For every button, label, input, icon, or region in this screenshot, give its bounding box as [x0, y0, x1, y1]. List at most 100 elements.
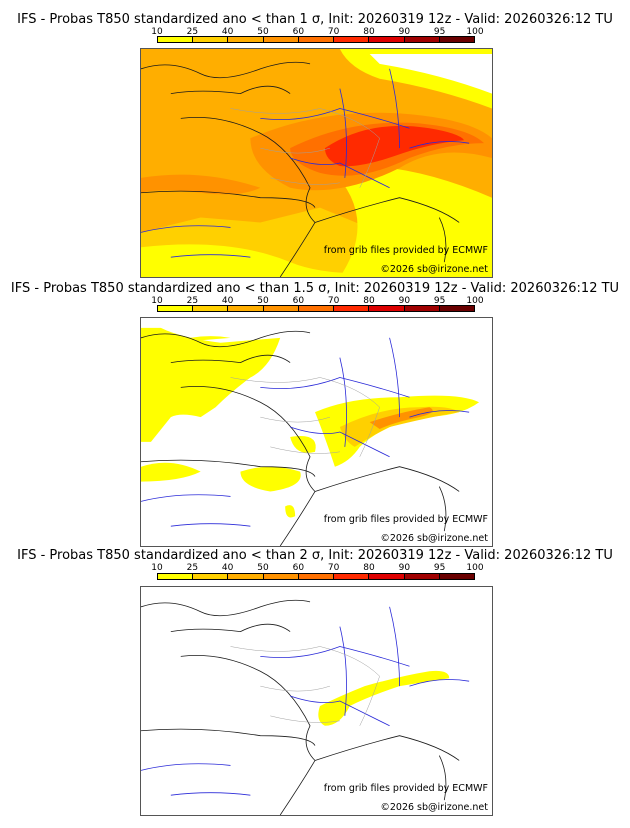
colorbar-tick-label: 25 [186, 563, 199, 573]
colorbar-segment [369, 574, 405, 579]
colorbar-segment [369, 37, 405, 42]
colorbar-segment [228, 306, 264, 311]
colorbar-tick-label: 80 [363, 563, 375, 573]
colorbar-segment [298, 37, 335, 42]
map-canvas [141, 318, 492, 546]
colorbar-segment [334, 306, 370, 311]
probability-map: from grib files provided by ECMWF ©2026 … [140, 586, 493, 816]
colorbar-tick-label: 80 [363, 296, 375, 306]
colorbar-segment [334, 574, 370, 579]
colorbar-tick-label: 60 [292, 563, 305, 573]
prob-fill-70 [324, 125, 465, 167]
prob-fill-10 [240, 466, 301, 492]
credit-source: from grib files provided by ECMWF [323, 783, 488, 794]
colorbar-segment [263, 37, 299, 42]
colorbar-tick-label: 50 [257, 563, 269, 573]
colorbar-tick-label: 70 [327, 27, 340, 37]
colorbar-segment [193, 306, 229, 311]
colorbar-tick-label: 100 [466, 563, 484, 573]
colorbar-tick-label: 80 [363, 27, 375, 37]
colorbar-tick-label: 25 [186, 27, 199, 37]
colorbar [157, 305, 475, 312]
coastlines [141, 330, 460, 546]
colorbar-segment [228, 574, 264, 579]
admin-borders [230, 646, 380, 726]
colorbar-tick-label: 10 [151, 296, 163, 306]
colorbar-tick-label: 50 [257, 27, 269, 37]
colorbar-segment [404, 37, 440, 42]
colorbar-tick-label: 40 [221, 27, 234, 37]
rivers [141, 68, 470, 258]
credit-copyright: ©2026 sb@irizone.net [380, 533, 488, 544]
colorbar-tick-label: 95 [433, 563, 446, 573]
admin-borders [230, 377, 380, 457]
colorbar-segment [158, 574, 194, 579]
colorbar-segment [334, 37, 370, 42]
colorbar-segment [158, 37, 194, 42]
map-canvas [141, 49, 492, 277]
prob-fill-10 [318, 670, 450, 726]
colorbar-tick-label: 70 [327, 563, 340, 573]
colorbar-tick-label: 100 [466, 296, 484, 306]
colorbar-segment [439, 37, 474, 42]
colorbar-segment [193, 574, 229, 579]
colorbar-segment [439, 306, 474, 311]
forecast-panel-1sigma: IFS - Probas T850 standardized ano < tha… [0, 0, 630, 280]
forecast-panel-2sigma: IFS - Probas T850 standardized ano < tha… [0, 548, 630, 818]
colorbar-tick-label: 40 [221, 296, 234, 306]
colorbar-segment [193, 37, 229, 42]
prob-fill-10 [141, 327, 281, 442]
prob-fill-10 [141, 462, 201, 482]
colorbar-segment [369, 306, 405, 311]
colorbar-segment [404, 574, 440, 579]
panel-title: IFS - Probas T850 standardized ano < tha… [17, 548, 613, 563]
credit-copyright: ©2026 sb@irizone.net [380, 264, 488, 275]
colorbar-segment [263, 306, 299, 311]
colorbar-segment [228, 37, 264, 42]
credit-source: from grib files provided by ECMWF [323, 245, 488, 256]
colorbar-tick-label: 90 [398, 563, 411, 573]
rivers [141, 606, 470, 796]
colorbar-tick-label: 25 [186, 296, 199, 306]
colorbar-tick-label: 90 [398, 27, 411, 37]
colorbar-tick-label: 70 [327, 296, 340, 306]
colorbar-tick-label: 90 [398, 296, 411, 306]
prob-fill-none [369, 53, 492, 94]
colorbar-tick-label: 100 [466, 27, 484, 37]
colorbar-tick-label: 60 [292, 296, 305, 306]
probability-map: from grib files provided by ECMWF ©2026 … [140, 317, 493, 547]
prob-fill-50 [369, 407, 433, 430]
colorbar-segment [404, 306, 440, 311]
colorbar-segment [298, 574, 335, 579]
colorbar-tick-label: 10 [151, 563, 163, 573]
colorbar-tick-label: 95 [433, 27, 446, 37]
colorbar-ticks: 10 25 40 50 60 70 80 90 95 100 [151, 27, 483, 37]
coastlines [141, 599, 460, 815]
colorbar [157, 36, 475, 43]
map-canvas [141, 587, 492, 815]
colorbar [157, 573, 475, 580]
colorbar-segment [263, 574, 299, 579]
colorbar-tick-label: 50 [257, 296, 269, 306]
colorbar-ticks: 10 25 40 50 60 70 80 90 95 100 [151, 563, 483, 573]
probability-map: from grib files provided by ECMWF ©2026 … [140, 48, 493, 278]
colorbar-tick-label: 10 [151, 27, 163, 37]
forecast-panel-1-5sigma: IFS - Probas T850 standardized ano < tha… [0, 280, 630, 548]
panel-title: IFS - Probas T850 standardized ano < tha… [17, 12, 613, 27]
colorbar-ticks: 10 25 40 50 60 70 80 90 95 100 [151, 296, 483, 306]
prob-fill-25 [339, 406, 460, 447]
colorbar-segment [158, 306, 194, 311]
admin-borders [230, 108, 380, 188]
colorbar-segment [439, 574, 474, 579]
colorbar-tick-label: 95 [433, 296, 446, 306]
rivers [141, 337, 470, 527]
coastlines [141, 61, 460, 277]
credit-source: from grib files provided by ECMWF [323, 514, 488, 525]
credit-copyright: ©2026 sb@irizone.net [380, 802, 488, 813]
colorbar-tick-label: 60 [292, 27, 305, 37]
panel-title: IFS - Probas T850 standardized ano < tha… [10, 281, 620, 296]
prob-fill-10 [141, 244, 492, 277]
colorbar-tick-label: 40 [221, 563, 234, 573]
colorbar-segment [298, 306, 335, 311]
prob-fill-50 [141, 174, 261, 195]
